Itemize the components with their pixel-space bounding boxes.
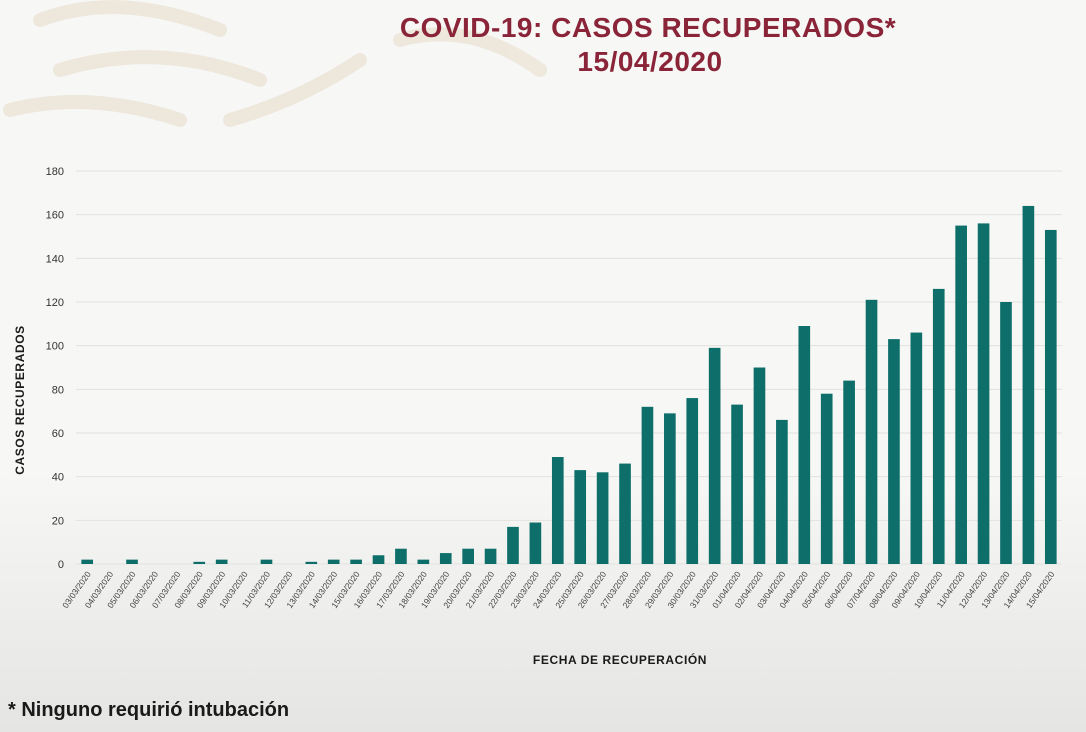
bar-11/04/2020 xyxy=(955,225,967,565)
bar-19/03/2020 xyxy=(439,553,452,564)
bar-16/03/2020 xyxy=(372,555,385,564)
bar-14/03/2020 xyxy=(327,559,340,564)
y-tick-label: 40 xyxy=(52,472,64,484)
bar-22/03/2020 xyxy=(507,526,519,564)
bar-14/04/2020 xyxy=(1022,205,1035,564)
bar-05/03/2020 xyxy=(126,559,138,564)
bar-03/03/2020 xyxy=(81,559,94,564)
bar-18/03/2020 xyxy=(417,559,430,564)
bar-02/04/2020 xyxy=(753,367,766,564)
y-tick-label: 140 xyxy=(46,253,64,265)
bar-09/04/2020 xyxy=(910,332,923,564)
x-axis-label: FECHA DE RECUPERACIÓN xyxy=(533,652,707,667)
bar-06/04/2020 xyxy=(843,380,855,564)
bar-08/04/2020 xyxy=(888,339,900,564)
bar-27/03/2020 xyxy=(619,463,631,564)
bar-20/03/2020 xyxy=(462,548,474,564)
bar-29/03/2020 xyxy=(664,413,676,564)
bars xyxy=(81,205,1057,565)
bar-15/04/2020 xyxy=(1044,229,1057,564)
y-tick-label: 120 xyxy=(46,297,64,309)
bar-30/03/2020 xyxy=(686,398,699,564)
bar-23/03/2020 xyxy=(529,522,542,564)
y-tick-label: 80 xyxy=(52,384,64,396)
y-tick-label: 60 xyxy=(52,428,64,440)
bar-03/04/2020 xyxy=(776,419,788,564)
bar-01/04/2020 xyxy=(731,404,743,564)
y-tick-label: 100 xyxy=(46,341,64,353)
y-tick-label: 20 xyxy=(52,515,64,527)
bar-05/04/2020 xyxy=(820,393,833,564)
footnote: * Ninguno requirió intubación xyxy=(8,699,290,721)
y-tick-label: 180 xyxy=(46,166,64,178)
chart-date: 15/04/2020 xyxy=(577,46,723,77)
bar-13/03/2020 xyxy=(305,561,318,564)
bar-31/03/2020 xyxy=(708,347,721,564)
bar-09/03/2020 xyxy=(215,559,228,564)
bar-24/03/2020 xyxy=(551,457,564,564)
bar-12/04/2020 xyxy=(977,223,990,564)
bar-08/03/2020 xyxy=(193,561,206,564)
y-tick-label: 0 xyxy=(58,559,64,571)
bar-17/03/2020 xyxy=(395,548,407,564)
x-axis-ticks: 03/03/202004/03/202005/03/202006/03/2020… xyxy=(60,569,1056,610)
y-axis-ticks: 0 20 40 60 80 100 120 140 160 180 xyxy=(46,166,64,571)
bar-15/03/2020 xyxy=(350,559,362,564)
bar-28/03/2020 xyxy=(641,406,654,564)
bar-07/04/2020 xyxy=(865,299,878,564)
chart-title: COVID-19: CASOS RECUPERADOS* xyxy=(399,12,897,43)
bar-25/03/2020 xyxy=(574,470,587,564)
bar-13/04/2020 xyxy=(1000,302,1012,564)
y-axis-label: CASOS RECUPERADOS xyxy=(13,325,27,475)
bar-04/04/2020 xyxy=(798,326,811,564)
bar-10/04/2020 xyxy=(932,288,945,564)
bar-11/03/2020 xyxy=(260,559,273,564)
bar-26/03/2020 xyxy=(596,472,609,564)
y-tick-label: 160 xyxy=(46,210,64,222)
bar-21/03/2020 xyxy=(484,548,497,564)
